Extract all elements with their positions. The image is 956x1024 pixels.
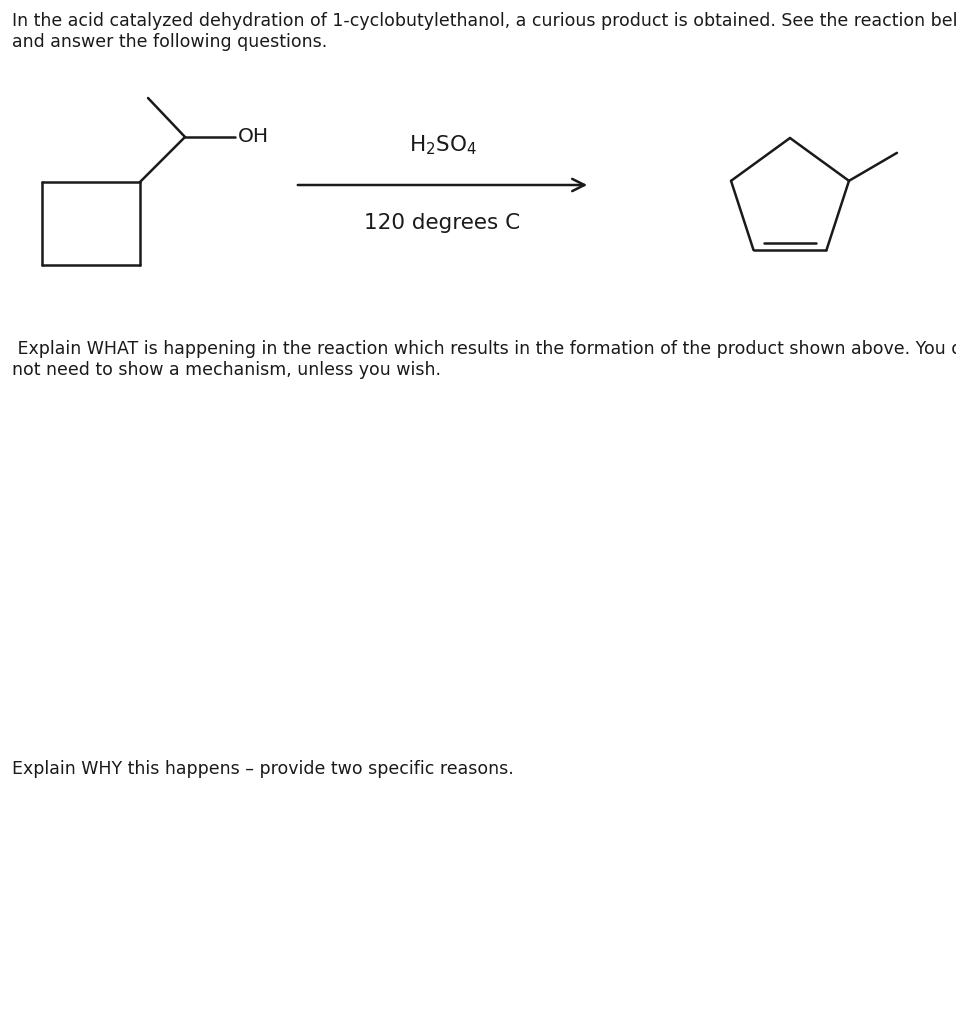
Text: Explain WHAT is happening in the reaction which results in the formation of the : Explain WHAT is happening in the reactio… — [12, 340, 956, 379]
Text: In the acid catalyzed dehydration of 1-cyclobutylethanol, a curious product is o: In the acid catalyzed dehydration of 1-c… — [12, 12, 956, 51]
Text: OH: OH — [238, 128, 270, 146]
Text: H$_2$SO$_4$: H$_2$SO$_4$ — [408, 133, 476, 157]
Text: 120 degrees C: 120 degrees C — [364, 213, 521, 233]
Text: Explain WHY this happens – provide two specific reasons.: Explain WHY this happens – provide two s… — [12, 760, 513, 778]
